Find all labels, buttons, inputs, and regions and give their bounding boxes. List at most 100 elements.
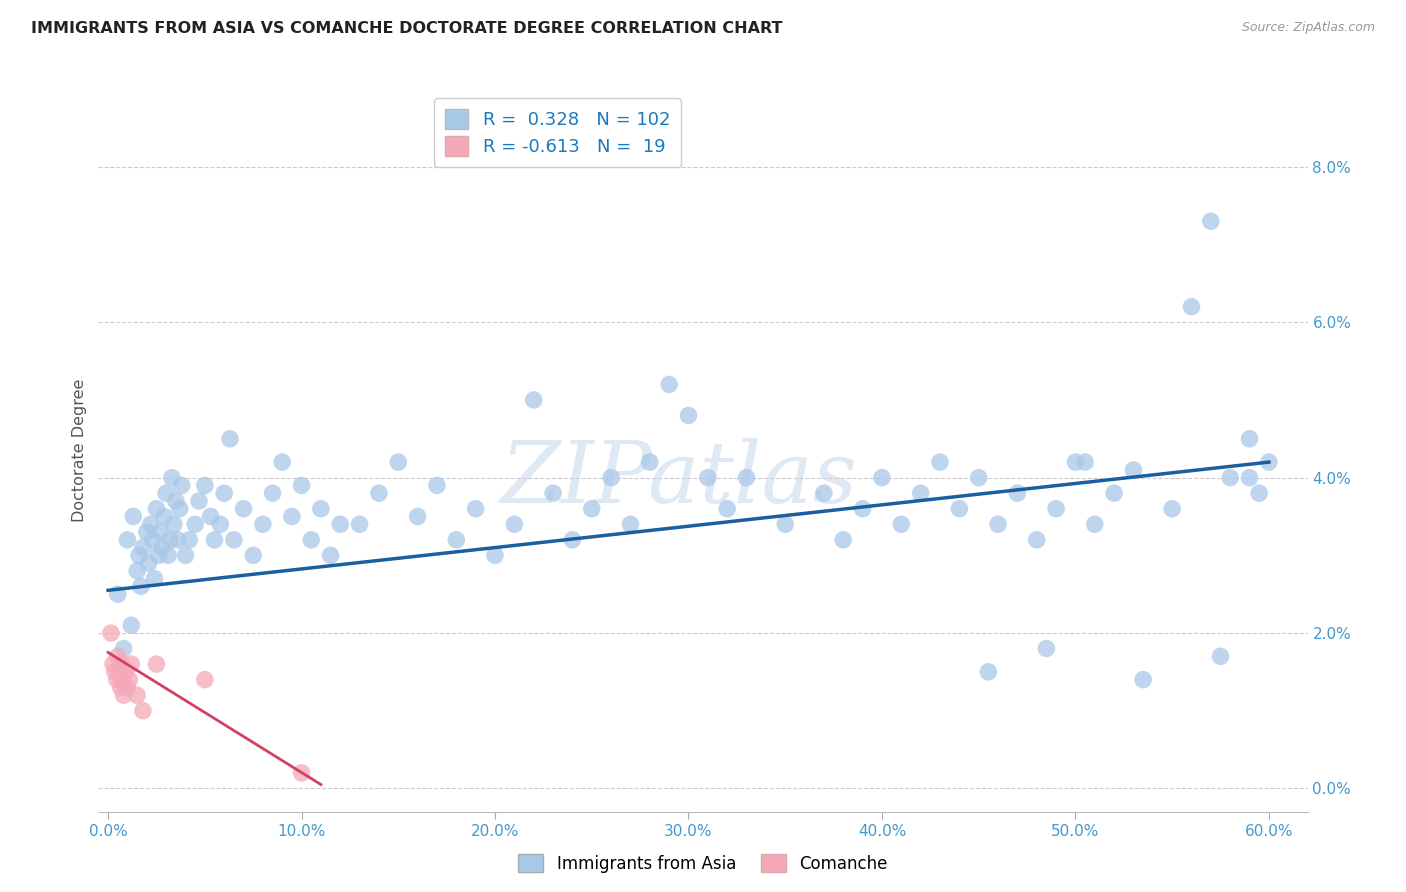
Point — [1025, 533, 1047, 547]
Point — [200, 509, 222, 524]
Point — [541, 486, 564, 500]
Point — [194, 673, 217, 687]
Point — [101, 657, 124, 672]
Point — [977, 665, 1000, 679]
Point — [484, 549, 506, 563]
Point — [169, 501, 191, 516]
Point — [832, 533, 855, 547]
Point — [262, 486, 284, 500]
Point — [1102, 486, 1125, 500]
Point — [600, 470, 623, 484]
Point — [1209, 649, 1232, 664]
Point — [735, 470, 758, 484]
Point — [155, 486, 177, 500]
Point — [948, 501, 970, 516]
Text: ZIPatlas: ZIPatlas — [501, 438, 858, 521]
Point — [145, 501, 167, 516]
Point — [159, 533, 181, 547]
Point — [349, 517, 371, 532]
Point — [194, 478, 217, 492]
Point — [145, 657, 167, 672]
Point — [170, 478, 193, 492]
Point — [204, 533, 226, 547]
Point — [212, 486, 235, 500]
Point — [117, 681, 139, 695]
Point — [426, 478, 449, 492]
Point — [1007, 486, 1029, 500]
Point — [252, 517, 274, 532]
Point — [678, 409, 700, 423]
Text: IMMIGRANTS FROM ASIA VS COMANCHE DOCTORATE DEGREE CORRELATION CHART: IMMIGRANTS FROM ASIA VS COMANCHE DOCTORA… — [31, 21, 782, 37]
Point — [118, 673, 141, 687]
Legend: Immigrants from Asia, Comanche: Immigrants from Asia, Comanche — [512, 847, 894, 880]
Point — [929, 455, 952, 469]
Point — [120, 618, 142, 632]
Point — [138, 556, 160, 570]
Point — [1219, 470, 1241, 484]
Point — [107, 649, 129, 664]
Point — [120, 657, 142, 672]
Point — [581, 501, 603, 516]
Point — [1122, 463, 1144, 477]
Y-axis label: Doctorate Degree: Doctorate Degree — [72, 379, 87, 522]
Point — [222, 533, 245, 547]
Point — [910, 486, 932, 500]
Point — [619, 517, 641, 532]
Point — [813, 486, 835, 500]
Point — [127, 688, 149, 702]
Point — [638, 455, 661, 469]
Point — [329, 517, 352, 532]
Point — [368, 486, 391, 500]
Point — [967, 470, 990, 484]
Point — [114, 665, 136, 679]
Point — [387, 455, 409, 469]
Point — [1257, 455, 1279, 469]
Point — [107, 587, 129, 601]
Point — [165, 494, 187, 508]
Point — [696, 470, 718, 484]
Point — [503, 517, 526, 532]
Point — [1161, 501, 1184, 516]
Point — [561, 533, 583, 547]
Point — [127, 564, 149, 578]
Point — [129, 579, 152, 593]
Point — [112, 641, 135, 656]
Point — [209, 517, 232, 532]
Point — [1084, 517, 1107, 532]
Point — [1239, 432, 1261, 446]
Point — [987, 517, 1010, 532]
Point — [716, 501, 738, 516]
Point — [1035, 641, 1057, 656]
Point — [104, 665, 127, 679]
Point — [290, 478, 312, 492]
Point — [135, 524, 157, 539]
Point — [143, 572, 166, 586]
Point — [1045, 501, 1067, 516]
Point — [870, 470, 893, 484]
Point — [290, 765, 312, 780]
Point — [132, 541, 155, 555]
Point — [1132, 673, 1154, 687]
Point — [149, 524, 172, 539]
Point — [110, 681, 132, 695]
Point — [1199, 214, 1222, 228]
Point — [1239, 470, 1261, 484]
Point — [111, 673, 134, 687]
Point — [166, 533, 188, 547]
Text: Source: ZipAtlas.com: Source: ZipAtlas.com — [1241, 21, 1375, 35]
Point — [281, 509, 304, 524]
Point — [523, 392, 546, 407]
Point — [142, 533, 165, 547]
Point — [174, 549, 197, 563]
Point — [242, 549, 264, 563]
Point — [132, 704, 155, 718]
Legend: R =  0.328   N = 102, R = -0.613   N =  19: R = 0.328 N = 102, R = -0.613 N = 19 — [434, 98, 681, 167]
Point — [184, 517, 207, 532]
Point — [299, 533, 322, 547]
Point — [153, 509, 176, 524]
Point — [117, 533, 139, 547]
Point — [105, 673, 128, 687]
Point — [128, 549, 150, 563]
Point — [111, 657, 134, 672]
Point — [160, 470, 183, 484]
